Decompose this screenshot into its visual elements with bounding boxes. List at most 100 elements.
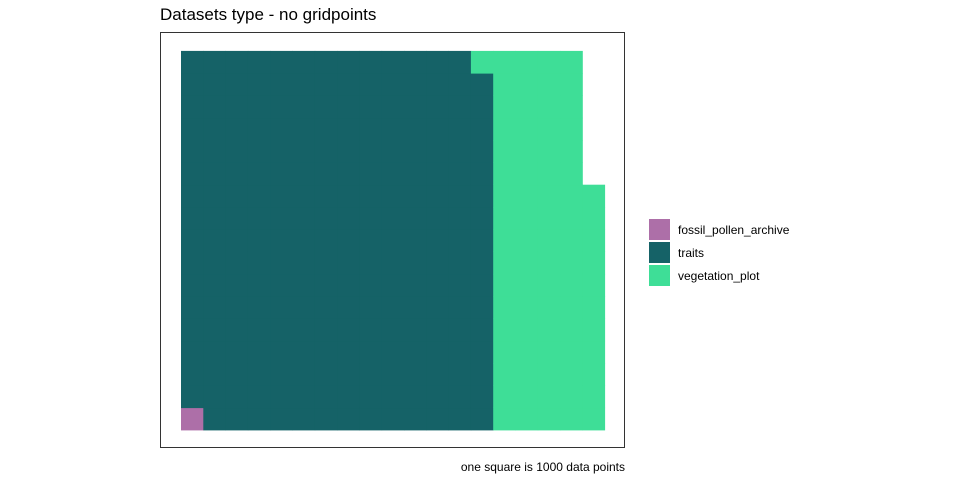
waffle-square-traits [247,251,271,275]
waffle-square-traits [381,140,405,163]
waffle-square-traits [470,385,494,409]
waffle-square-traits [270,140,293,163]
waffle-square-traits [270,363,293,386]
waffle-square-vegetation-plot [560,296,583,319]
waffle-square-traits [270,318,293,342]
waffle-square-traits [426,340,449,364]
waffle-square-traits [292,95,316,119]
waffle-square-traits [247,95,271,119]
waffle-square-traits [337,95,360,119]
waffle-square-traits [225,385,249,409]
waffle-square-traits [181,73,204,96]
waffle-square-vegetation-plot [515,407,539,431]
waffle-square-traits [359,229,383,252]
waffle-square-traits [337,117,360,141]
waffle-square-traits [314,162,338,186]
waffle-square-traits [292,229,316,252]
waffle-square-traits [337,73,360,96]
waffle-square-traits [337,407,360,431]
waffle-square-vegetation-plot [582,340,606,364]
waffle-square-fossil-pollen-archive [181,407,204,431]
waffle-square-vegetation-plot [582,207,606,230]
waffle-square-traits [292,117,316,141]
waffle-square-traits [404,207,427,230]
waffle-square-vegetation-plot [582,273,606,297]
waffle-square-traits [225,184,249,208]
waffle-square-traits [270,50,293,74]
waffle-chart [181,50,606,431]
waffle-square-traits [470,273,494,297]
waffle-square-traits [181,363,204,386]
waffle-square-traits [359,273,383,297]
waffle-square-vegetation-plot [582,229,606,252]
waffle-square-traits [381,50,405,74]
waffle-square-traits [470,95,494,119]
waffle-square-traits [381,340,405,364]
waffle-square-traits [337,385,360,409]
waffle-square-vegetation-plot [560,162,583,186]
waffle-square-traits [448,363,472,386]
waffle-square-traits [181,340,204,364]
waffle-square-traits [448,184,472,208]
waffle-square-vegetation-plot [582,296,606,319]
waffle-square-traits [203,95,226,119]
waffle-square-vegetation-plot [493,117,516,141]
waffle-square-traits [314,50,338,74]
waffle-square-traits [470,318,494,342]
waffle-square-traits [225,140,249,163]
waffle-square-traits [426,50,449,74]
waffle-square-traits [337,340,360,364]
waffle-square-traits [270,296,293,319]
waffle-square-traits [203,50,226,74]
waffle-square-vegetation-plot [582,407,606,431]
waffle-square-vegetation-plot [537,296,561,319]
waffle-square-traits [470,207,494,230]
waffle-square-traits [292,73,316,96]
waffle-square-traits [247,407,271,431]
waffle-square-traits [337,273,360,297]
waffle-square-traits [225,296,249,319]
waffle-square-vegetation-plot [515,385,539,409]
waffle-square-traits [292,251,316,275]
waffle-square-traits [247,162,271,186]
waffle-square-traits [270,95,293,119]
waffle-square-traits [404,73,427,96]
waffle-square-traits [426,95,449,119]
waffle-square-traits [337,50,360,74]
waffle-square-vegetation-plot [515,140,539,163]
waffle-square-traits [404,162,427,186]
chart-title: Datasets type - no gridpoints [160,5,377,24]
waffle-square-vegetation-plot [515,273,539,297]
waffle-square-vegetation-plot [560,95,583,119]
waffle-square-vegetation-plot [560,140,583,163]
waffle-square-vegetation-plot [493,73,516,96]
waffle-square-traits [203,229,226,252]
waffle-square-traits [426,296,449,319]
legend-label: fossil_pollen_archive [678,222,790,237]
waffle-square-vegetation-plot [493,363,516,386]
waffle-square-traits [270,117,293,141]
waffle-square-traits [225,73,249,96]
waffle-square-traits [181,162,204,186]
waffle-square-traits [448,385,472,409]
waffle-square-traits [448,296,472,319]
waffle-square-traits [225,50,249,74]
waffle-square-traits [314,207,338,230]
waffle-square-traits [181,385,204,409]
waffle-square-traits [470,73,494,96]
waffle-square-traits [337,318,360,342]
waffle-square-traits [225,207,249,230]
waffle-square-traits [359,340,383,364]
waffle-square-vegetation-plot [560,184,583,208]
waffle-square-vegetation-plot [537,73,561,96]
waffle-square-vegetation-plot [470,50,494,74]
waffle-square-vegetation-plot [515,184,539,208]
waffle-square-traits [247,340,271,364]
waffle-square-traits [381,73,405,96]
waffle-square-traits [225,407,249,431]
waffle-square-traits [203,273,226,297]
waffle-square-traits [337,162,360,186]
waffle-square-traits [270,207,293,230]
waffle-square-vegetation-plot [537,407,561,431]
waffle-square-traits [448,251,472,275]
